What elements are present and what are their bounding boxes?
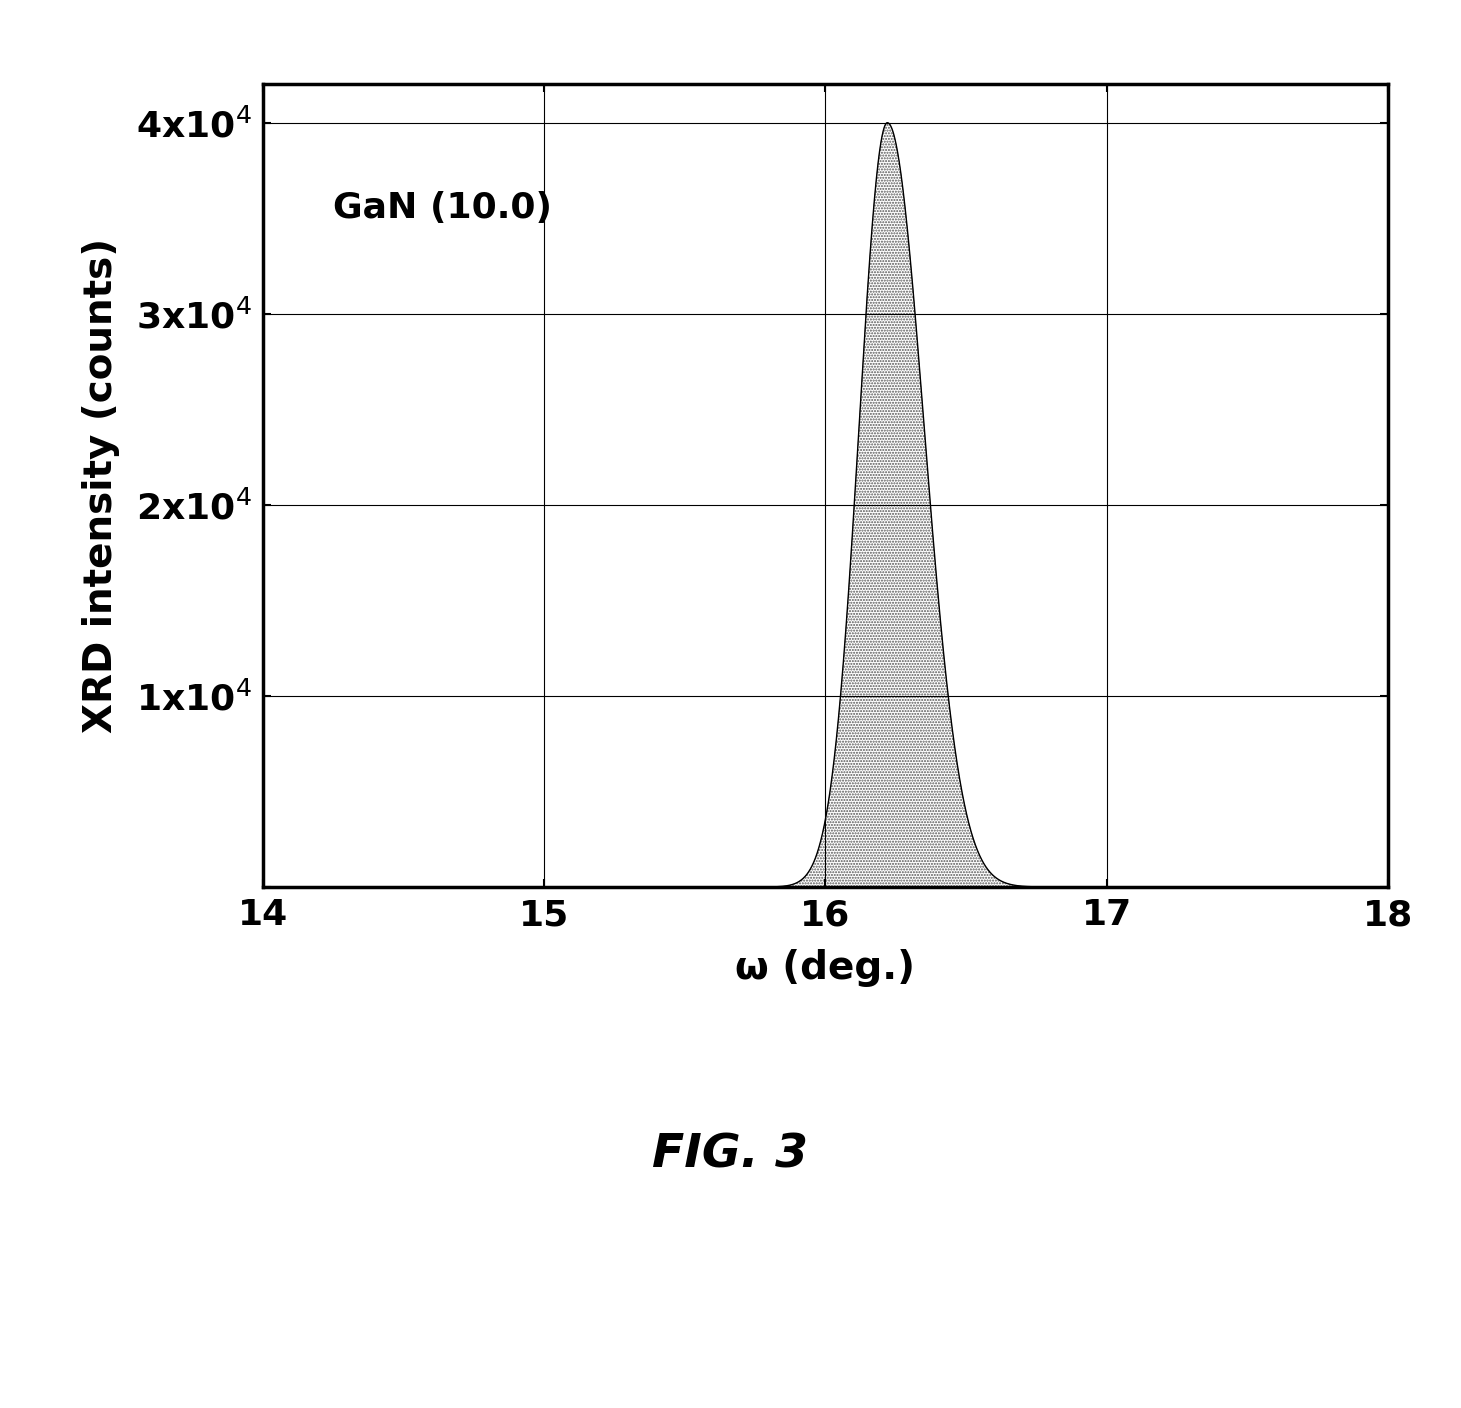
Y-axis label: XRD intensity (counts): XRD intensity (counts) (82, 238, 120, 734)
Text: FIG. 3: FIG. 3 (653, 1132, 808, 1177)
X-axis label: ω (deg.): ω (deg.) (735, 949, 916, 987)
Text: GaN (10.0): GaN (10.0) (333, 191, 552, 225)
